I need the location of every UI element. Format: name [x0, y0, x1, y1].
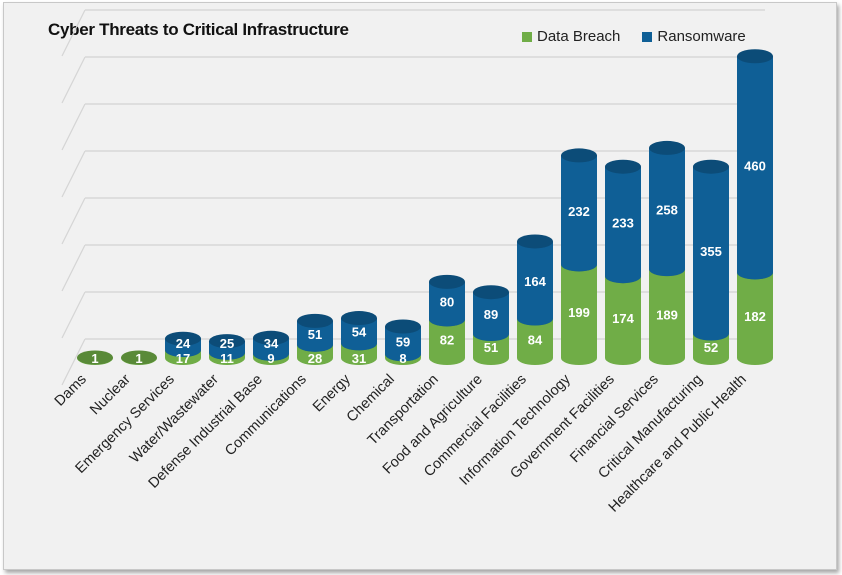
data-label: 189 [656, 308, 678, 323]
bar-segment-ransomware [737, 56, 773, 280]
bar-segment-ransomware [561, 155, 597, 272]
bar-top-cap [517, 234, 553, 249]
bar-top-cap [165, 331, 201, 346]
data-label: 89 [484, 307, 498, 322]
data-label: 82 [440, 333, 454, 348]
bar-segment-data-breach [517, 318, 553, 365]
bar-top-cap [737, 49, 773, 64]
bar-segment-data-breach [693, 333, 729, 365]
gridline-side [61, 9, 86, 57]
data-label: 355 [700, 244, 722, 259]
bar-top-cap [341, 311, 377, 326]
bar-segment-data-breach [473, 334, 509, 365]
bar-top-cap [649, 140, 685, 155]
data-label: 233 [612, 215, 634, 230]
bar-top-cap [297, 313, 333, 328]
gridline-side [61, 244, 86, 292]
bar-segment-ransomware [517, 241, 553, 326]
data-label: 164 [524, 274, 546, 289]
data-label: 31 [352, 351, 366, 366]
bar-segment-data-breach [561, 264, 597, 365]
data-label: 1 [135, 351, 142, 366]
bar-top-cap [605, 159, 641, 174]
bar-segment-data-breach [737, 272, 773, 365]
data-label: 24 [176, 336, 191, 351]
legend-swatch-data-breach [522, 31, 532, 42]
gridline-side [61, 338, 86, 386]
bar-segment-ransomware [429, 281, 465, 327]
data-label: 25 [220, 336, 234, 351]
gridline-side [61, 56, 86, 104]
bar-top-cap [385, 319, 421, 334]
bar-top-cap [693, 159, 729, 174]
bar-top-cap [77, 350, 113, 365]
bar-segment-ransomware [693, 166, 729, 341]
data-label: 182 [744, 309, 766, 324]
data-label: 8 [399, 351, 406, 366]
gridline-side [61, 197, 86, 245]
data-label: 84 [528, 332, 543, 347]
data-label: 258 [656, 203, 678, 218]
legend-label: Data Breach [537, 28, 621, 45]
bar-top-cap [561, 148, 597, 163]
data-label: 52 [704, 340, 718, 355]
data-label: 28 [308, 351, 322, 366]
legend-label: Ransomware [657, 28, 746, 45]
category-label: Energy [310, 371, 354, 415]
category-label: Communications [222, 372, 310, 460]
bar-top-cap [429, 274, 465, 289]
bar-segment-ransomware [341, 318, 377, 351]
bar-top-cap [209, 334, 245, 349]
bar-segment-data-breach [429, 319, 465, 365]
bar-segment-data-breach [649, 269, 685, 365]
data-label: 11 [220, 351, 234, 366]
gridline-side [61, 291, 86, 339]
legend-swatch-ransomware [642, 31, 653, 42]
category-label: Dams [52, 372, 90, 410]
data-label: 34 [264, 336, 279, 351]
bar-top-cap [121, 350, 157, 365]
data-label: 51 [484, 340, 498, 355]
data-label: 80 [440, 295, 454, 310]
legend: Data Breach Ransomware [522, 28, 746, 45]
data-label: 460 [744, 158, 766, 173]
data-label: 17 [176, 351, 190, 366]
legend-item-data-breach: Data Breach [522, 28, 620, 45]
data-label: 59 [396, 334, 410, 349]
data-label: 1 [91, 351, 98, 366]
legend-item-ransomware: Ransomware [642, 28, 746, 45]
bar-segment-data-breach [605, 276, 641, 365]
bar-segment-ransomware [297, 320, 333, 352]
data-label: 199 [568, 305, 590, 320]
data-label: 174 [612, 311, 634, 326]
bar-segment-ransomware [385, 326, 421, 362]
bar-segment-ransomware [649, 147, 685, 277]
data-label: 54 [352, 325, 367, 340]
bar-segment-ransomware [473, 292, 509, 342]
data-label: 51 [308, 327, 322, 342]
data-label: 232 [568, 204, 590, 219]
chart-title: Cyber Threats to Critical Infrastructure [48, 20, 349, 39]
gridline-side [61, 150, 86, 198]
bar-segment-ransomware [605, 166, 641, 284]
bar-top-cap [253, 330, 289, 345]
data-label: 9 [267, 351, 274, 366]
gridline-side [61, 103, 86, 151]
bar-top-cap [473, 285, 509, 300]
